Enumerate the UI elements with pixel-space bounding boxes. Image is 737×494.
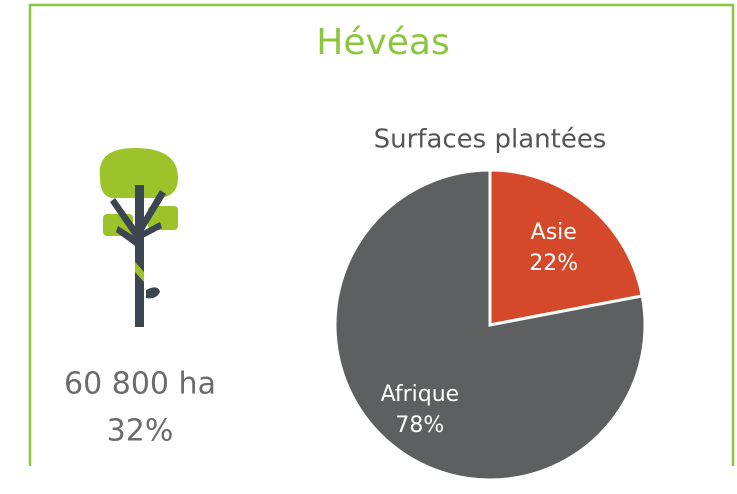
tree-icon <box>99 148 178 327</box>
area-share: 32% <box>107 414 174 449</box>
slice-label: Afrique <box>381 382 460 407</box>
slice-value: 78% <box>395 413 444 438</box>
frame <box>28 3 735 466</box>
slice-value: 22% <box>529 251 578 276</box>
area-value: 60 800 ha <box>64 367 216 402</box>
pie-slice <box>333 168 647 482</box>
chart-title: Surfaces plantées <box>374 125 607 155</box>
slice-label: Asie <box>531 220 577 245</box>
title: Hévéas <box>316 22 450 63</box>
pie-slice <box>488 168 645 327</box>
